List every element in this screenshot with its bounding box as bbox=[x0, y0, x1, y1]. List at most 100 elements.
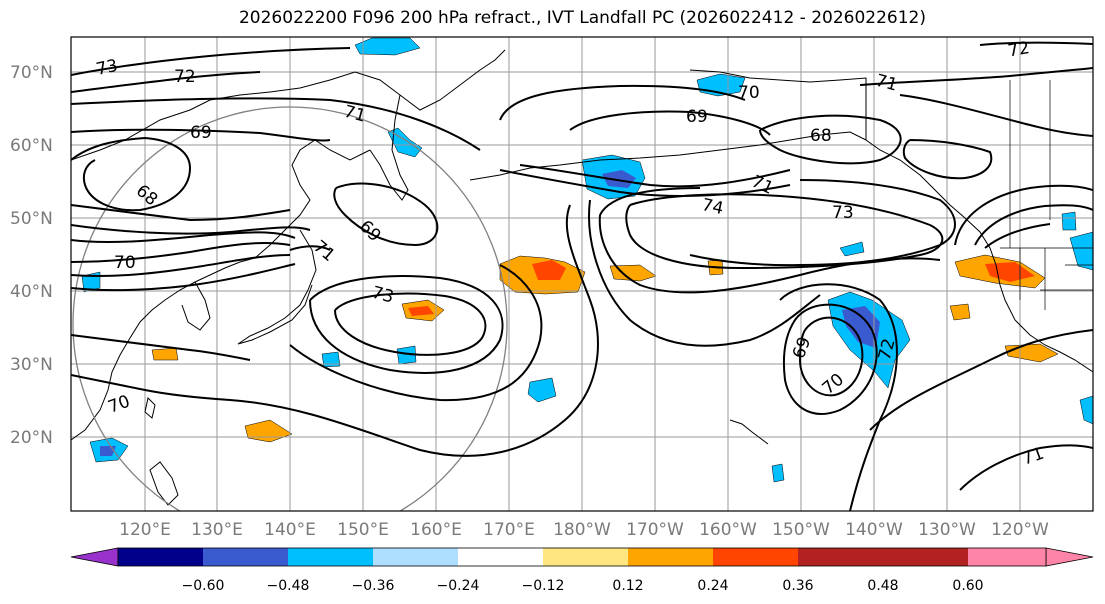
lat-label: 40°N bbox=[10, 282, 53, 302]
contour-label: 70 bbox=[738, 83, 760, 103]
lat-label: 60°N bbox=[10, 136, 53, 156]
colorbar-segment bbox=[798, 548, 883, 566]
contour-line bbox=[333, 182, 439, 247]
shade-blob bbox=[354, 37, 421, 56]
map-frame bbox=[70, 36, 1094, 512]
contour-line bbox=[979, 41, 1093, 46]
shade-blob bbox=[771, 463, 785, 483]
colorbar: −0.60 −0.48 −0.36 −0.24 −0.12 0.12 0.24 … bbox=[70, 547, 1094, 594]
region-circle bbox=[72, 106, 508, 511]
lon-label: 130°W bbox=[918, 520, 976, 540]
colorbar-tick: 0.60 bbox=[952, 578, 983, 594]
lon-label: 160°W bbox=[699, 520, 757, 540]
contour-line bbox=[869, 329, 1093, 431]
lon-label: 170°W bbox=[626, 520, 684, 540]
colorbar-segment bbox=[883, 548, 968, 566]
contour-line bbox=[569, 110, 771, 136]
contour-line bbox=[779, 283, 898, 511]
contour-line bbox=[798, 316, 864, 397]
map-title: 2026022200 F096 200 hPa refract., IVT La… bbox=[238, 8, 926, 28]
graticule bbox=[71, 37, 1093, 511]
coastline-kamchatka bbox=[369, 94, 409, 201]
coastline-taiwan bbox=[144, 396, 156, 419]
lon-label: 120°W bbox=[991, 520, 1049, 540]
contour-line bbox=[71, 263, 296, 292]
contour-line bbox=[289, 264, 543, 402]
shade-blob bbox=[321, 351, 341, 368]
border-canada-provinces bbox=[1009, 80, 1051, 248]
colorbar-tick: −0.12 bbox=[522, 578, 565, 594]
lon-label: 140°W bbox=[845, 520, 903, 540]
contour-line bbox=[71, 241, 291, 263]
contour-line bbox=[71, 204, 599, 457]
colorbar-tick: 0.24 bbox=[697, 578, 728, 594]
contour-line bbox=[71, 224, 311, 235]
contour-line bbox=[71, 204, 291, 222]
contour-line bbox=[71, 97, 481, 151]
lat-label: 50°N bbox=[10, 209, 53, 229]
shade-blob bbox=[151, 347, 179, 361]
shade-blob bbox=[1079, 395, 1093, 425]
shade-blob bbox=[602, 170, 636, 188]
lon-label: 130°E bbox=[191, 520, 243, 540]
border-states bbox=[1019, 248, 1093, 310]
contour-label: 69 bbox=[686, 107, 708, 127]
contour-line bbox=[71, 71, 261, 93]
shade-blob bbox=[81, 271, 101, 293]
contour-line bbox=[71, 47, 351, 76]
lon-label: 170°E bbox=[483, 520, 535, 540]
contour-line bbox=[519, 164, 791, 188]
colorbar-segment bbox=[373, 548, 458, 566]
coastline-hawaii bbox=[729, 419, 769, 445]
contour-line bbox=[625, 193, 944, 270]
contour-line bbox=[984, 223, 1051, 249]
shade-blob bbox=[396, 345, 417, 365]
lon-label: 140°E bbox=[264, 520, 316, 540]
contour-label: 73 bbox=[94, 56, 119, 80]
contour-label: 69 bbox=[190, 123, 212, 143]
contour-label: 72 bbox=[1006, 38, 1031, 61]
colorbar-tick: 0.36 bbox=[782, 578, 813, 594]
contour-label: 74 bbox=[700, 195, 725, 219]
contour-line bbox=[499, 84, 746, 121]
colorbar-tick: −0.48 bbox=[267, 578, 310, 594]
contour-line bbox=[759, 114, 902, 165]
contour-line bbox=[71, 128, 331, 142]
coastline-philippines bbox=[149, 461, 179, 506]
contour-line bbox=[899, 94, 1093, 137]
contour-line bbox=[71, 334, 251, 361]
contour-line bbox=[959, 444, 1093, 491]
colorbar-tick: −0.60 bbox=[182, 578, 225, 594]
contour-line bbox=[902, 139, 993, 180]
coastline-alaska bbox=[689, 69, 1093, 373]
contour-line bbox=[954, 184, 1093, 246]
contour-label: 68 bbox=[810, 126, 832, 146]
contour-line bbox=[499, 169, 791, 197]
colorbar-segment bbox=[713, 548, 798, 566]
contour-label: 72 bbox=[174, 67, 196, 87]
longitude-labels: 120°E 130°E 140°E 150°E 160°E 170°E 180°… bbox=[119, 520, 1049, 540]
colorbar-segment bbox=[458, 548, 543, 566]
colorbar-extend-min bbox=[70, 547, 119, 567]
colorbar-tick: 0.48 bbox=[867, 578, 898, 594]
latitude-labels: 70°N 60°N 50°N 40°N 30°N 20°N bbox=[10, 63, 53, 448]
colorbar-segment bbox=[543, 548, 628, 566]
lon-label: 150°E bbox=[337, 520, 389, 540]
lat-label: 70°N bbox=[10, 63, 53, 83]
contour-line bbox=[588, 199, 821, 347]
coastline-japan bbox=[237, 229, 317, 345]
coastline-okhotsk bbox=[71, 139, 371, 441]
shade-blob bbox=[527, 377, 557, 403]
political-boundaries bbox=[865, 78, 1093, 310]
lon-label: 160°E bbox=[410, 520, 462, 540]
contour-line bbox=[598, 187, 941, 294]
colorbar-segment bbox=[118, 548, 203, 566]
contour-label: 70 bbox=[114, 253, 136, 273]
coastline-korea bbox=[181, 281, 211, 331]
shade-blob bbox=[949, 303, 971, 321]
lon-label: 180°W bbox=[553, 520, 611, 540]
shade-blob bbox=[609, 264, 657, 282]
contour-line bbox=[309, 275, 504, 374]
colorbar-tick: −0.36 bbox=[352, 578, 395, 594]
contour-line bbox=[71, 136, 192, 212]
